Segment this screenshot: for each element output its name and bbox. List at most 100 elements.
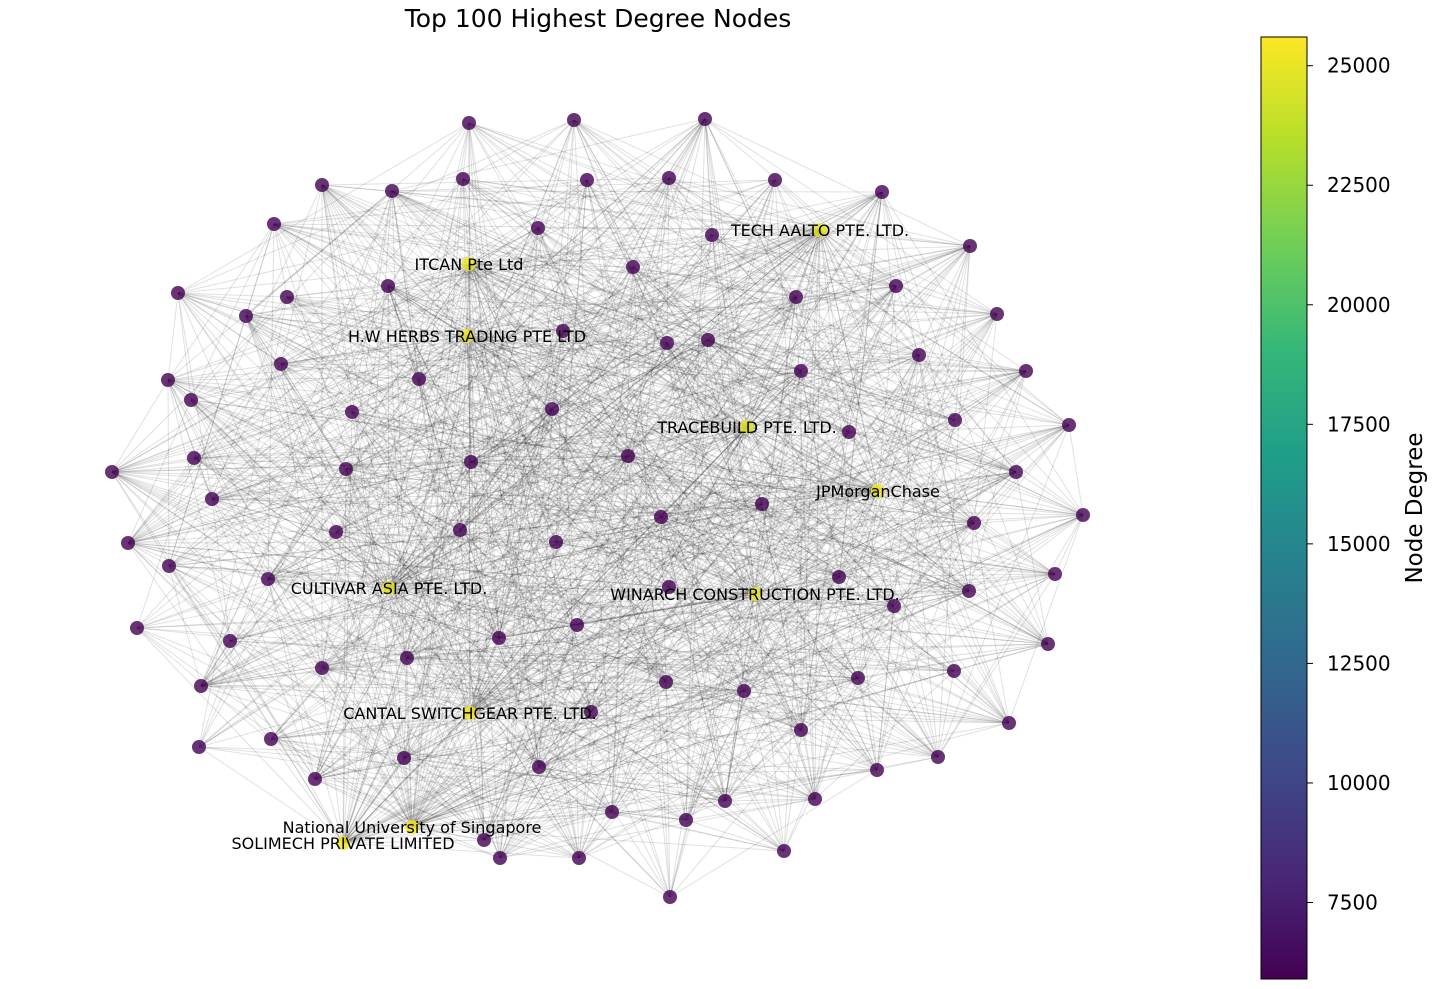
edge [388,587,408,659]
graph-node [453,523,467,537]
edge [551,408,667,683]
edge [469,455,629,714]
edge [468,263,662,518]
edge [388,587,613,813]
edge [470,461,1084,516]
edge [177,292,662,518]
edge [321,605,895,669]
edge [918,354,1027,372]
edge [245,315,471,714]
graph-node [962,584,976,598]
edge [468,263,1027,372]
edge [466,335,500,639]
edge [321,667,878,771]
edge [819,229,1010,724]
edge [190,399,1084,516]
edge [111,471,785,852]
graph-node [718,794,732,808]
edge [270,690,745,740]
edge [411,227,539,828]
edge [273,223,797,298]
edge [342,118,706,844]
edge [273,179,588,225]
edge [468,263,802,731]
edge [273,223,553,410]
edge [111,471,802,731]
edge [190,399,671,898]
edge [136,627,316,780]
edge [576,624,955,672]
edge [669,503,763,898]
edge [754,313,998,595]
edge [342,119,575,844]
edge [611,426,748,813]
edge [819,229,971,247]
edge [468,263,726,802]
edge [335,531,557,543]
edge [411,769,878,828]
edge [466,227,539,337]
edge [111,471,970,592]
graph-node [162,559,176,573]
edge [498,503,763,639]
edge [127,122,470,544]
edge [838,490,879,578]
edge [462,178,1017,473]
edge [127,178,464,544]
edge [459,266,634,531]
edge [168,245,971,567]
edge [746,296,797,428]
edge [704,118,748,428]
edge [470,461,939,758]
edge [127,542,578,626]
edge [168,565,895,607]
edge [857,643,1049,679]
edge [498,471,1017,639]
edge [167,379,316,780]
edge [200,685,613,813]
edge [280,363,390,589]
edge [627,455,970,592]
graph-node [184,393,198,407]
edge [660,426,748,518]
edge [470,191,883,463]
edge [127,179,588,544]
edge [668,245,971,588]
graph-node [662,580,676,594]
edge [342,590,970,844]
edge [668,177,939,758]
graph-node [621,449,635,463]
edge [590,245,971,713]
edge [466,335,726,802]
edge [711,234,756,595]
edge [800,245,971,731]
graph-node [794,364,808,378]
edge [470,461,895,607]
edge [200,587,390,687]
edge [668,586,756,595]
edge [459,339,709,531]
edge [403,586,670,759]
edge [483,756,939,841]
edge [468,234,713,265]
edge [754,593,1010,724]
edge [468,227,539,265]
edge [814,490,879,800]
edge [537,227,745,692]
edge [469,354,920,714]
graph-node [464,455,478,469]
edge [578,229,821,859]
edge [468,263,557,543]
edge [111,471,316,780]
edge [848,431,1049,645]
edge [342,711,592,844]
edge [468,263,850,433]
graph-node [698,112,712,126]
edge [877,471,1017,492]
edge [273,223,390,589]
edge [411,313,998,828]
edge [190,177,670,401]
edge [391,190,756,595]
edge [335,531,802,731]
edge [342,681,667,844]
